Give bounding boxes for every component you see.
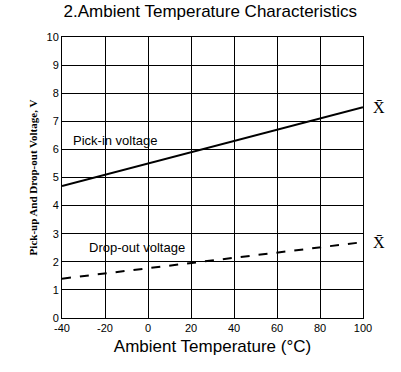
svg-text:-40: -40: [54, 322, 70, 334]
svg-text:0: 0: [53, 312, 59, 324]
svg-text:10: 10: [47, 31, 59, 43]
svg-text:X̄: X̄: [373, 234, 385, 251]
svg-text:0: 0: [145, 322, 151, 334]
svg-text:80: 80: [314, 322, 326, 334]
svg-text:20: 20: [185, 322, 197, 334]
svg-text:2.Ambient Temperature Characte: 2.Ambient Temperature Characteristics: [64, 2, 358, 21]
svg-text:7: 7: [53, 115, 59, 127]
svg-text:8: 8: [53, 87, 59, 99]
svg-text:1: 1: [53, 284, 59, 296]
svg-text:Ambient Temperature (°C): Ambient Temperature (°C): [114, 337, 311, 356]
svg-text:Pick-in voltage: Pick-in voltage: [73, 133, 158, 148]
svg-text:9: 9: [53, 59, 59, 71]
svg-text:60: 60: [271, 322, 283, 334]
svg-text:Pick-up And Drop-out Voltage,: Pick-up And Drop-out Voltage, V: [27, 100, 39, 256]
svg-text:4: 4: [53, 199, 59, 211]
svg-text:6: 6: [53, 143, 59, 155]
svg-text:-20: -20: [97, 322, 113, 334]
svg-text:2: 2: [53, 256, 59, 268]
svg-text:5: 5: [53, 171, 59, 183]
svg-text:40: 40: [228, 322, 240, 334]
svg-text:100: 100: [354, 322, 372, 334]
svg-text:X̄: X̄: [373, 99, 385, 116]
svg-text:3: 3: [53, 228, 59, 240]
svg-text:Drop-out voltage: Drop-out voltage: [89, 240, 185, 255]
